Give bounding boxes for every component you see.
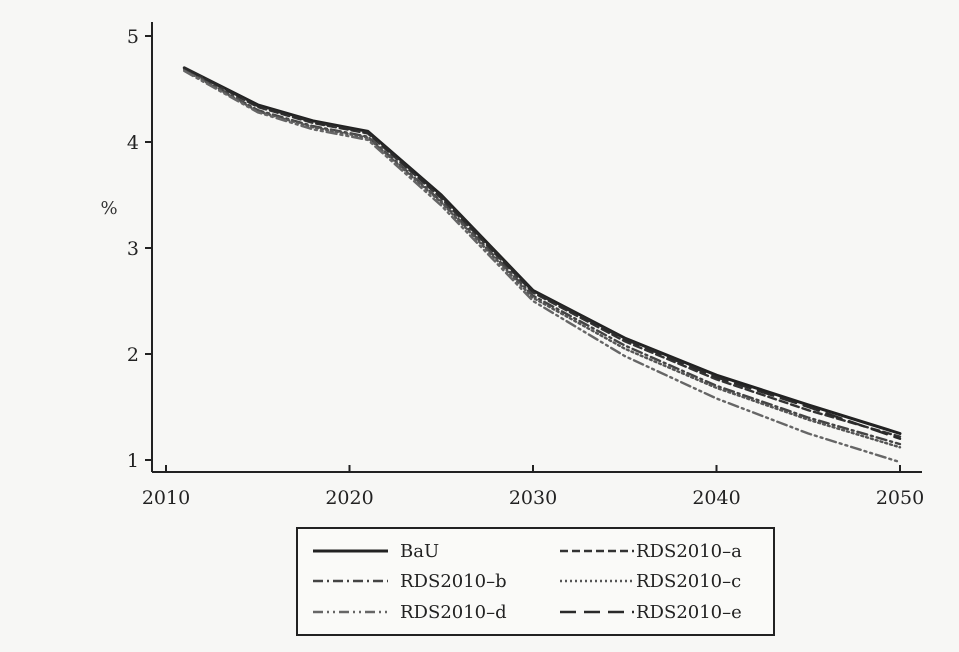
legend-label: BaU: [400, 541, 439, 562]
legend-items: BaU RDS2010–a RDS2010–b RDS2010–c RDS2010–d R…: [313, 541, 742, 623]
legend-label: RDS2010–b: [400, 571, 507, 592]
y-tick-label: 1: [127, 450, 139, 472]
legend: BaU RDS2010–a RDS2010–b RDS2010–c RDS2010–d R…: [296, 527, 775, 636]
series-layer: [182, 66, 902, 464]
y-tick-label: 3: [127, 238, 139, 260]
x-tick-label: 2020: [325, 487, 373, 509]
legend-label: RDS2010–a: [636, 541, 742, 562]
series-line-6: [183, 66, 902, 440]
x-ticks: 2010 2020 2030 2040 2050: [142, 465, 924, 509]
legend-label: RDS2010–e: [636, 602, 742, 623]
y-axis-label: %: [100, 198, 117, 219]
series-line-3: [183, 67, 902, 446]
y-tick-label: 5: [127, 26, 139, 48]
x-tick-label: 2030: [509, 487, 557, 509]
y-ticks: 1 2 3 4 5: [127, 26, 152, 472]
x-tick-label: 2040: [692, 487, 740, 509]
y-tick-label: 2: [127, 344, 139, 366]
x-tick-label: 2010: [142, 487, 190, 509]
legend-label: RDS2010–c: [636, 571, 741, 592]
series-line-4: [183, 68, 902, 449]
x-tick-label: 2050: [876, 487, 924, 509]
series-line-5: [183, 69, 902, 464]
legend-label: RDS2010–d: [400, 602, 507, 623]
y-tick-label: 4: [127, 132, 139, 154]
